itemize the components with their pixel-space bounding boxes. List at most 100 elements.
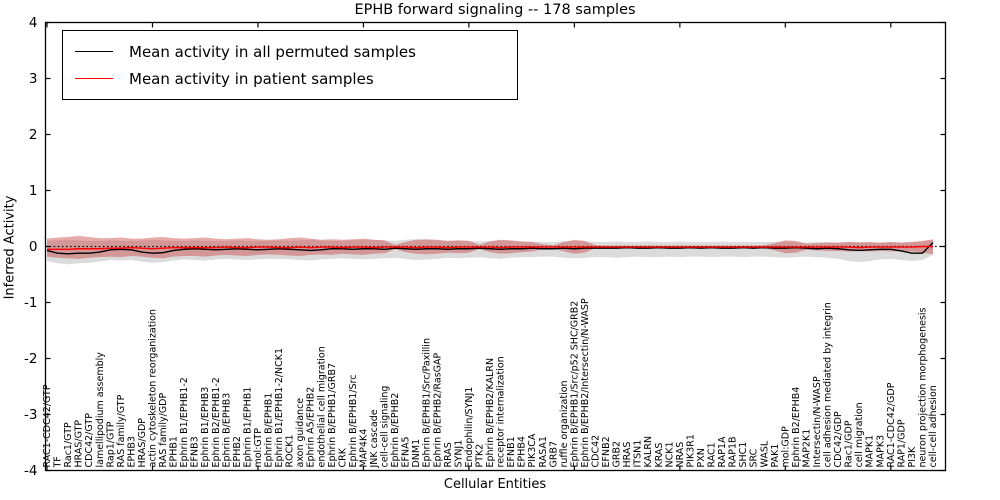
x-category-label: HRAS/GDP: [137, 418, 148, 468]
chart-title: EPHB forward signaling -- 178 samples: [354, 2, 636, 18]
x-category-label: HRAS: [622, 442, 633, 468]
x-category-label: RAS family/GDP: [158, 393, 169, 468]
x-category-label: Ephrin B/EPHB2/Intersectin/N-WASP: [580, 298, 591, 467]
x-category-label: PXN: [696, 448, 707, 467]
y-tick-label: 4: [29, 15, 38, 31]
x-category-label: CRK: [337, 447, 348, 467]
x-category-label: PI3K: [907, 446, 918, 468]
y-tick-label: -1: [24, 295, 37, 311]
x-ticks: [46, 22, 892, 471]
x-category-label: PIK3CA: [527, 433, 538, 467]
y-axis-label: Inferred Activity: [2, 195, 18, 300]
x-category-label: RAP1/GDP: [896, 419, 907, 467]
x-category-label: Ephrin B2/EPHB1-2: [211, 377, 222, 467]
x-category-label: ROCK1: [285, 435, 296, 468]
x-category-label: EFNB1: [506, 436, 517, 467]
x-category-label: CDC42: [591, 435, 602, 468]
y-tick-label: 0: [29, 239, 38, 255]
x-category-label: Ephrin B1/EPHB1-2/NCK1: [274, 348, 285, 468]
patient-line-swatch: [75, 78, 113, 79]
x-category-label: EFNA5: [401, 436, 412, 467]
x-category-label: EFNB3: [190, 436, 201, 467]
x-category-label: Ephrin B/EPHB3: [221, 393, 232, 468]
x-category-label: Rac1/GTP: [63, 422, 74, 468]
x-category-label: GRB7: [548, 441, 559, 468]
x-category-label: Ephrin B/EPHB1/Src/p52 SHC/GRB2: [569, 301, 580, 468]
x-category-label: GRB2: [612, 441, 623, 468]
x-category-label: PIK3R1: [685, 434, 696, 467]
x-category-label: Ephrin B/EPHB1/Src: [348, 375, 359, 468]
x-category-label: HRAS/GTP: [74, 420, 85, 468]
x-category-label: RASA1: [538, 436, 549, 467]
permuted-line-swatch: [75, 51, 113, 52]
x-category-label: Rac1/GDP: [844, 420, 855, 467]
x-category-label: actin cytoskeleton reorganization: [148, 309, 159, 467]
x-category-label: EPHB3: [126, 436, 137, 467]
x-category-label: ruffle organization: [559, 380, 570, 467]
y-tick-label: -2: [24, 351, 37, 367]
x-category-label: SHC1: [738, 442, 749, 468]
y-tick-label: -4: [24, 463, 37, 479]
x-category-label: neuron projection morphogenesis: [917, 307, 928, 467]
x-category-label: cell-cell adhesion: [928, 385, 939, 467]
y-tick-label: 3: [29, 71, 38, 87]
permuted-band: [47, 239, 933, 265]
x-category-label: SRC: [749, 448, 760, 467]
x-category-label: Ephrin B1/EPHB1-2: [179, 377, 190, 467]
x-category-labels: RAC1-CDC42/GTP TF Rac1/GTP HRAS/GTP CDC42/GT…: [42, 298, 939, 468]
y-ticks: -4 -3 -2 -1 0 1 2 3 4: [24, 15, 946, 479]
x-category-label: EPHB1: [169, 436, 180, 467]
x-category-label: Ephrin B/EPHB1/Src/Paxillin: [422, 338, 433, 467]
x-category-label: mol:GDP: [780, 426, 791, 468]
x-category-label: DNM1: [411, 439, 422, 468]
x-category-label: Ephrin B1/EPHB3: [200, 387, 211, 468]
x-category-label: RAP1A: [717, 436, 728, 467]
x-category-label: PTK2: [474, 444, 485, 468]
x-category-label: WASL: [759, 440, 770, 467]
x-category-label: Ephrin B/EPHB2/KALRN: [485, 358, 496, 468]
x-category-label: MAP4K4: [358, 429, 369, 468]
x-category-label: SYNJ1: [453, 440, 464, 468]
x-category-label: RRAS: [443, 442, 454, 467]
x-category-label: ITSN1: [633, 440, 644, 468]
x-category-label: Ephrin B/EPHB1/GRB7: [327, 363, 338, 468]
x-category-label: NCK1: [664, 441, 675, 467]
x-category-label: Endophilin/SYNJ1: [464, 387, 475, 468]
x-category-label: TF: [53, 456, 64, 468]
x-category-label: EPHB2: [232, 436, 243, 467]
x-category-label: RAC1: [707, 442, 718, 467]
x-category-label: cell adhesion mediated by integrin: [823, 302, 834, 467]
x-category-label: RAC1-CDC42/GTP: [42, 384, 53, 467]
x-category-label: JNK cascade: [369, 409, 380, 468]
x-category-label: Intersectin/N-WASP: [812, 376, 823, 467]
legend-label-permuted: Mean activity in all permuted samples: [129, 42, 416, 61]
x-category-label: MAP2K1: [801, 429, 812, 468]
permuted-mean-line: [46, 242, 934, 255]
x-category-label: Ephrin B1/EPHB1: [242, 387, 253, 468]
legend-entry-permuted: Mean activity in all permuted samples: [75, 38, 507, 65]
x-category-label: CDC42/GDP: [833, 411, 844, 468]
x-category-label: KRAS: [654, 443, 665, 468]
y-tick-label: 2: [29, 127, 38, 143]
x-category-label: RAS family/GTP: [116, 394, 127, 467]
x-category-label: KALRN: [643, 436, 654, 468]
x-category-label: lamellipodium assembly: [95, 352, 106, 468]
x-category-label: PAK1: [770, 444, 781, 468]
y-tick-label: 1: [29, 183, 38, 199]
x-category-label: Ephrin B/EPHB1: [264, 393, 275, 468]
x-category-label: Ephrin B/EPHB2/RasGAP: [432, 352, 443, 467]
x-category-label: CDC42/GTP: [84, 413, 95, 468]
x-category-label: Ephrin B2/EPHB4: [791, 387, 802, 468]
x-category-label: MAPK3: [875, 435, 886, 468]
patient-mean-line: [47, 245, 933, 251]
x-category-label: Rap1/GTP: [105, 421, 116, 467]
legend-entry-patient: Mean activity in patient samples: [75, 65, 507, 92]
x-category-label: cell migration: [854, 402, 865, 467]
x-category-label: NRAS: [675, 442, 686, 468]
x-category-label: Ephrin A5/EPHB2: [306, 387, 317, 468]
y-tick-label: -3: [24, 407, 37, 423]
x-category-label: RAC1-CDC42/GDP: [886, 382, 897, 467]
x-category-label: axon guidance: [295, 398, 306, 468]
